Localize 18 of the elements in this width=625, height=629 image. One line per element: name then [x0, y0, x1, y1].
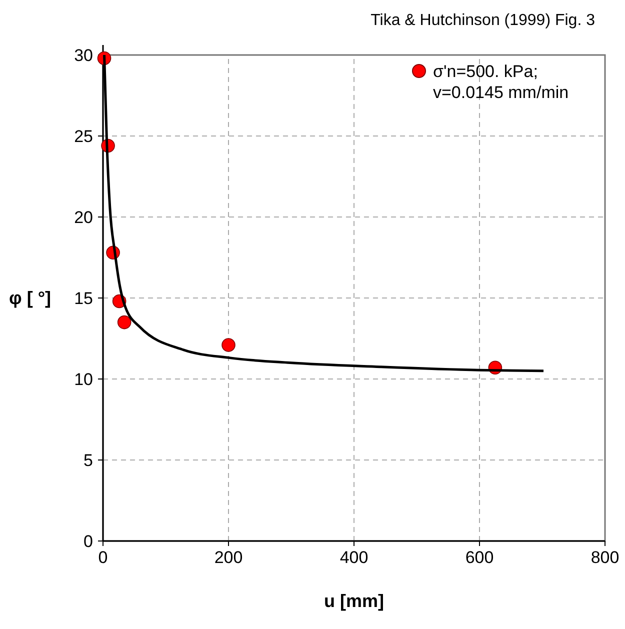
x-tick-label: 0 — [98, 548, 108, 567]
point — [222, 338, 236, 352]
y-tick-label: 0 — [84, 532, 93, 551]
y-tick-label: 30 — [74, 46, 93, 65]
legend-label: σ'n=500. kPa; v=0.0145 mm/min — [433, 62, 569, 102]
x-tick-label: 800 — [590, 548, 620, 567]
x-tick-label: 600 — [465, 548, 494, 567]
y-tick-label: 25 — [74, 127, 93, 146]
x-axis-title: u [mm] — [324, 591, 384, 611]
y-axis-title: φ [ °] — [8, 288, 52, 308]
y-tick-label: 5 — [84, 451, 93, 470]
x-tick-label: 400 — [340, 548, 368, 567]
y-tick-label: 20 — [74, 208, 93, 227]
y-tick-label: 10 — [74, 370, 93, 389]
chart-title: Tika & Hutchinson (1999) Fig. 3 — [370, 12, 596, 29]
point — [117, 315, 132, 330]
y-tick-label: 15 — [74, 289, 93, 308]
x-tick-label: 200 — [214, 548, 243, 567]
